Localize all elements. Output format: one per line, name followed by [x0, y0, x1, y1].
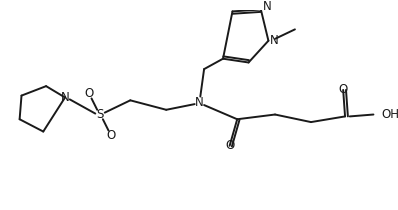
Text: O: O: [107, 129, 116, 142]
Text: S: S: [96, 108, 104, 121]
Text: N: N: [270, 34, 279, 47]
Text: N: N: [60, 91, 69, 104]
Text: OH: OH: [381, 108, 398, 121]
Text: O: O: [339, 83, 348, 96]
Text: O: O: [225, 139, 234, 152]
Text: N: N: [195, 96, 204, 109]
Text: N: N: [263, 0, 271, 13]
Text: O: O: [84, 87, 93, 100]
